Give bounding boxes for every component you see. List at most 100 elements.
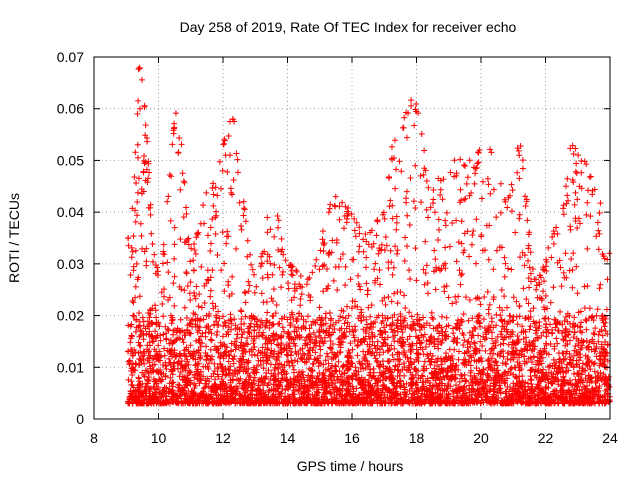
data-point	[471, 324, 478, 331]
data-point	[136, 342, 143, 349]
data-point	[490, 266, 497, 273]
data-point	[267, 260, 274, 267]
data-point	[457, 156, 464, 163]
data-point	[501, 273, 508, 280]
data-point	[497, 180, 504, 187]
data-point	[295, 324, 302, 331]
data-point	[129, 372, 136, 379]
data-point	[263, 317, 270, 324]
data-point	[208, 330, 215, 337]
data-point	[385, 294, 392, 301]
data-point	[575, 152, 582, 159]
data-point	[137, 105, 144, 112]
data-point	[316, 304, 323, 311]
data-point	[297, 384, 304, 391]
data-point	[289, 272, 296, 279]
data-point	[462, 377, 469, 384]
data-point	[336, 216, 343, 223]
data-point	[453, 217, 460, 224]
data-point	[160, 286, 167, 293]
data-point	[208, 337, 215, 344]
data-point	[516, 175, 523, 182]
data-point	[456, 348, 463, 355]
data-point	[572, 343, 579, 350]
data-point	[177, 236, 184, 243]
data-point	[368, 302, 375, 309]
data-point	[365, 304, 372, 311]
data-point	[251, 271, 258, 278]
data-point	[282, 387, 289, 394]
data-point	[271, 233, 278, 240]
data-point	[583, 317, 590, 324]
data-point	[356, 224, 363, 231]
data-point	[270, 286, 277, 293]
data-point	[542, 292, 549, 299]
data-point	[176, 134, 183, 141]
data-point	[155, 342, 162, 349]
data-point	[204, 232, 211, 239]
data-point	[297, 347, 304, 354]
data-point	[492, 358, 499, 365]
data-point	[345, 312, 352, 319]
data-point	[251, 344, 258, 351]
data-point	[393, 226, 400, 233]
data-point	[146, 314, 153, 321]
data-point	[421, 358, 428, 365]
data-point	[209, 216, 216, 223]
data-point	[564, 192, 571, 199]
data-point	[527, 270, 534, 277]
data-point	[514, 169, 521, 176]
data-point	[530, 305, 537, 312]
data-point	[437, 177, 444, 184]
data-point	[132, 218, 139, 225]
data-point	[219, 313, 226, 320]
data-point	[562, 355, 569, 362]
data-point	[594, 219, 601, 226]
data-point	[290, 366, 297, 373]
chart-title: Day 258 of 2019, Rate Of TEC Index for r…	[180, 19, 517, 35]
data-point	[142, 383, 149, 390]
data-point	[437, 186, 444, 193]
data-point	[191, 241, 198, 248]
data-point	[459, 270, 466, 277]
data-point	[516, 302, 523, 309]
data-point	[572, 168, 579, 175]
data-point	[181, 287, 188, 294]
data-point	[233, 150, 240, 157]
data-point	[412, 204, 419, 211]
data-point	[352, 233, 359, 240]
data-point	[360, 236, 367, 243]
data-point	[214, 192, 221, 199]
data-point	[232, 346, 239, 353]
data-point	[442, 222, 449, 229]
data-point	[457, 186, 464, 193]
data-point	[498, 287, 505, 294]
data-point	[394, 250, 401, 257]
data-point	[329, 340, 336, 347]
data-point	[593, 312, 600, 319]
data-point	[202, 384, 209, 391]
data-point	[161, 352, 168, 359]
data-point	[169, 141, 176, 148]
data-point	[345, 205, 352, 212]
data-point	[206, 360, 213, 367]
data-point	[238, 226, 245, 233]
data-point	[458, 272, 465, 279]
data-point	[207, 326, 214, 333]
data-point	[141, 360, 148, 367]
data-point	[320, 248, 327, 255]
data-point	[192, 251, 199, 258]
data-point	[413, 277, 420, 284]
data-point	[520, 285, 527, 292]
data-point	[288, 349, 295, 356]
data-point	[421, 147, 428, 154]
data-point	[422, 167, 429, 174]
data-point	[296, 281, 303, 288]
data-point	[375, 250, 382, 257]
data-point	[570, 250, 577, 257]
data-point	[397, 377, 404, 384]
data-point	[422, 238, 429, 245]
data-point	[334, 286, 341, 293]
data-point	[125, 322, 132, 329]
data-point	[420, 314, 427, 321]
